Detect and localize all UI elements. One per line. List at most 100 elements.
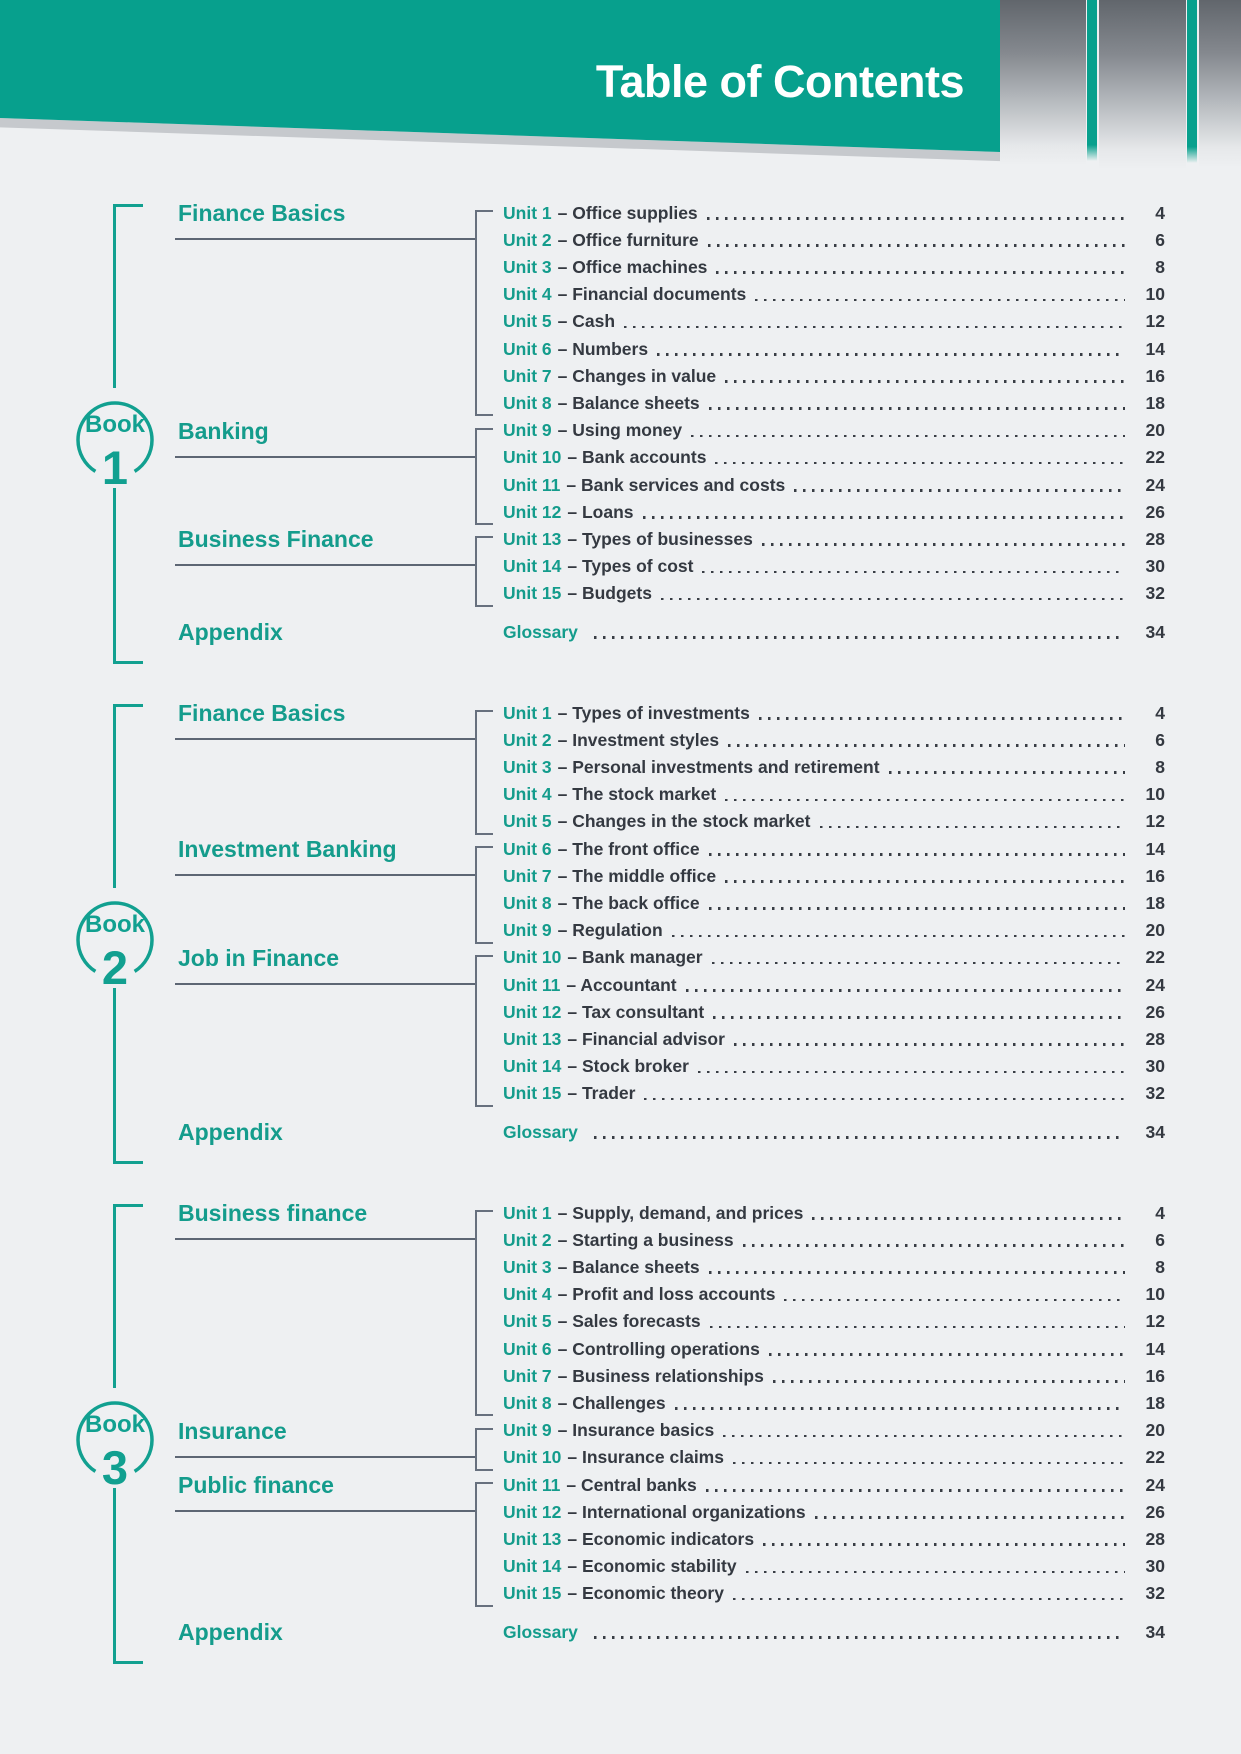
book-bracket-lower-line (113, 488, 116, 663)
category-label: Finance Basics (178, 700, 346, 726)
toc-row: Unit 3– Personal investments and retirem… (503, 754, 1165, 781)
toc-row: Unit 15– Trader 32 (503, 1080, 1165, 1107)
toc-row: Unit 9– Regulation 20 (503, 917, 1165, 944)
unit-label: Unit 9 (503, 1420, 552, 1441)
unit-label: Unit 12 (503, 1001, 562, 1022)
page-number: 8 (1155, 756, 1165, 777)
page-number: 4 (1155, 1202, 1165, 1223)
unit-title: – Financial documents (557, 284, 747, 305)
toc-row: Unit 6– Controlling operations 14 (503, 1336, 1165, 1363)
unit-label: Unit 1 (503, 1202, 552, 1223)
toc-row: Unit 10– Bank accounts 22 (503, 444, 1165, 471)
toc-row: Unit 14– Types of cost 30 (503, 553, 1165, 580)
toc-row: Unit 3– Balance sheets 8 (503, 1254, 1165, 1281)
unit-label: Unit 6 (503, 838, 552, 859)
page-number: 4 (1155, 202, 1165, 223)
unit-title: – Profit and loss accounts (557, 1284, 776, 1305)
grey-stripe-decoration (1099, 0, 1186, 170)
unit-label: Unit 14 (503, 1056, 562, 1077)
toc-row: Unit 11– Central banks 24 (503, 1472, 1165, 1499)
dot-leader (713, 1016, 1125, 1019)
dot-leader (725, 798, 1125, 802)
page-number: 22 (1145, 1447, 1165, 1468)
toc-row: Unit 1– Supply, demand, and prices 4 (503, 1200, 1165, 1227)
page-number: 34 (1145, 1621, 1165, 1642)
toc-row: Unit 13– Financial advisor 28 (503, 1026, 1165, 1053)
unit-label: Unit 4 (503, 1284, 552, 1305)
glossary-label: Glossary (503, 621, 578, 642)
book-badge-number: 2 (101, 941, 129, 994)
unit-group-bracket-tick (475, 536, 493, 539)
unit-label: Unit 15 (503, 1083, 562, 1104)
glossary-row: Glossary 34 (503, 1619, 1165, 1646)
unit-label: Unit 13 (503, 1528, 562, 1549)
toc-row: Unit 6– Numbers 14 (503, 336, 1165, 363)
page-number: 30 (1145, 556, 1165, 577)
unit-label: Unit 8 (503, 392, 552, 413)
book-bracket-upper-line (113, 1205, 116, 1388)
unit-group-bracket-line (475, 210, 477, 417)
unit-title: – Numbers (557, 338, 649, 359)
unit-group-bracket-tick (475, 710, 493, 712)
dot-leader (642, 516, 1125, 519)
unit-title: – Economic theory (567, 1583, 724, 1604)
unit-label: Unit 11 (503, 474, 561, 495)
page-number: 18 (1145, 892, 1165, 913)
unit-title: – Budgets (567, 583, 652, 604)
unit-title: – Office furniture (557, 229, 699, 250)
unit-title: – The middle office (557, 865, 717, 886)
unit-group-bracket-line (475, 536, 477, 607)
unit-title: – Bank accounts (567, 447, 707, 468)
unit-title: – Starting a business (557, 1229, 734, 1250)
page-number: 26 (1145, 1501, 1165, 1522)
book-2-badge: Book 2 (75, 900, 155, 991)
unit-group-bracket-line (475, 954, 477, 1107)
unit-label: Unit 12 (503, 1501, 562, 1522)
dot-leader (593, 1635, 1125, 1639)
toc-row: Unit 12– International organizations 26 (503, 1499, 1165, 1526)
unit-group-bracket-tick (475, 604, 493, 607)
dot-leader (761, 543, 1125, 546)
unit-title: – Bank services and costs (566, 474, 786, 495)
dot-leader (723, 1434, 1125, 1438)
unit-title: – International organizations (567, 1501, 806, 1522)
unit-label: Unit 13 (503, 1028, 562, 1049)
dot-leader (772, 1380, 1125, 1383)
book-badge-number: 1 (101, 441, 129, 494)
toc-row: Unit 9– Using money 20 (503, 417, 1165, 444)
unit-group-bracket-line (475, 427, 477, 526)
page-number: 20 (1145, 920, 1165, 941)
unit-label: Unit 10 (503, 447, 562, 468)
unit-group-bracket-line (475, 1210, 477, 1417)
glossary-row: Glossary 34 (503, 1119, 1165, 1146)
page-number: 32 (1145, 1583, 1165, 1604)
unit-title: – Insurance basics (557, 1420, 715, 1441)
toc-row: Unit 4– The stock market 10 (503, 781, 1165, 808)
category-underline (175, 238, 475, 240)
dot-leader (728, 744, 1125, 747)
dot-leader (705, 1488, 1125, 1492)
dot-leader (732, 1461, 1125, 1465)
book-badge-circle-icon (76, 901, 154, 979)
unit-label: Unit 9 (503, 420, 552, 441)
page-number: 12 (1145, 1311, 1165, 1332)
toc-row: Unit 7– Business relationships 16 (503, 1363, 1165, 1390)
dot-leader (697, 1070, 1125, 1074)
unit-title: – The front office (557, 838, 700, 859)
dot-leader (708, 1271, 1125, 1274)
dot-leader (644, 1097, 1125, 1101)
unit-group-bracket-tick (475, 1468, 493, 1471)
unit-title: – Office supplies (557, 202, 698, 223)
toc-row: Unit 5– Sales forecasts 12 (503, 1308, 1165, 1335)
page-number: 32 (1145, 1083, 1165, 1104)
unit-group-bracket-tick (475, 941, 493, 944)
unit-title: – Balance sheets (557, 1256, 700, 1277)
unit-group-bracket-tick (475, 427, 493, 430)
book-bracket-upper-line (113, 205, 116, 388)
unit-label: Unit 1 (503, 202, 552, 223)
dot-leader (706, 216, 1125, 220)
book-bracket-top-tick (113, 704, 143, 707)
book-bracket-foot-tick (113, 1661, 143, 1664)
unit-label: Unit 10 (503, 1447, 562, 1468)
